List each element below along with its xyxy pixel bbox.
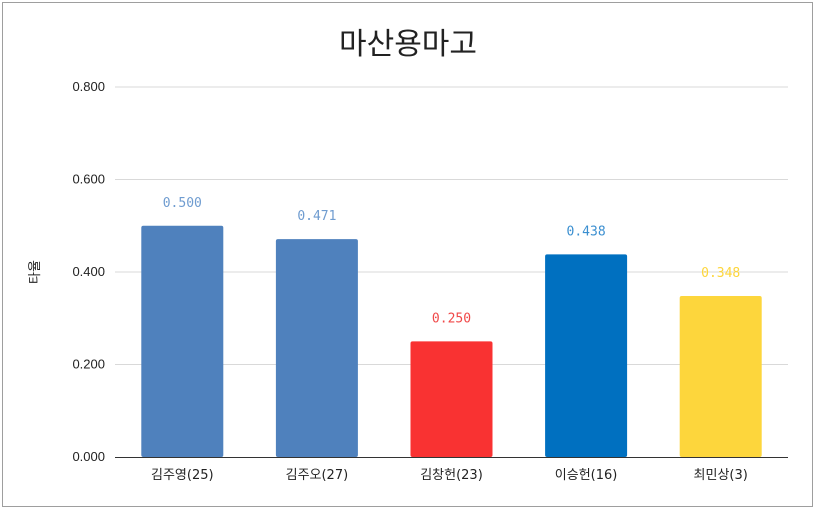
bar [275,239,358,457]
data-labels: 0.500 0.471 0.250 0.438 0.348 [163,196,741,327]
x-category-label: 김창헌(23) [420,468,483,483]
bars [141,225,762,457]
y-tick-label: 0.600 [72,172,105,187]
bar [545,254,628,457]
bar [410,341,493,457]
y-tick-label: 0.000 [72,449,105,464]
y-axis-label: 타율 [28,260,43,284]
chart-title: 마산용마고 [339,27,477,62]
data-label: 0.348 [701,266,740,281]
data-label: 0.438 [567,224,606,239]
data-label: 0.250 [432,311,471,326]
y-tick-label: 0.800 [72,79,105,94]
data-label: 0.500 [163,196,202,211]
x-category-label: 이승헌(16) [555,468,618,483]
bar [679,296,762,457]
data-label: 0.471 [297,209,336,224]
x-axis-categories: 김주영(25) 김주오(27) 김창헌(23) 이승헌(16) 최민상(3) [151,468,748,483]
y-axis-ticks: 0.000 0.200 0.400 0.600 0.800 [72,79,105,464]
x-category-label: 김주오(27) [286,468,349,483]
y-tick-label: 0.400 [72,264,105,279]
y-tick-label: 0.200 [72,357,105,372]
x-category-label: 최민상(3) [694,468,748,483]
bar [141,225,224,457]
x-category-label: 김주영(25) [151,468,214,483]
